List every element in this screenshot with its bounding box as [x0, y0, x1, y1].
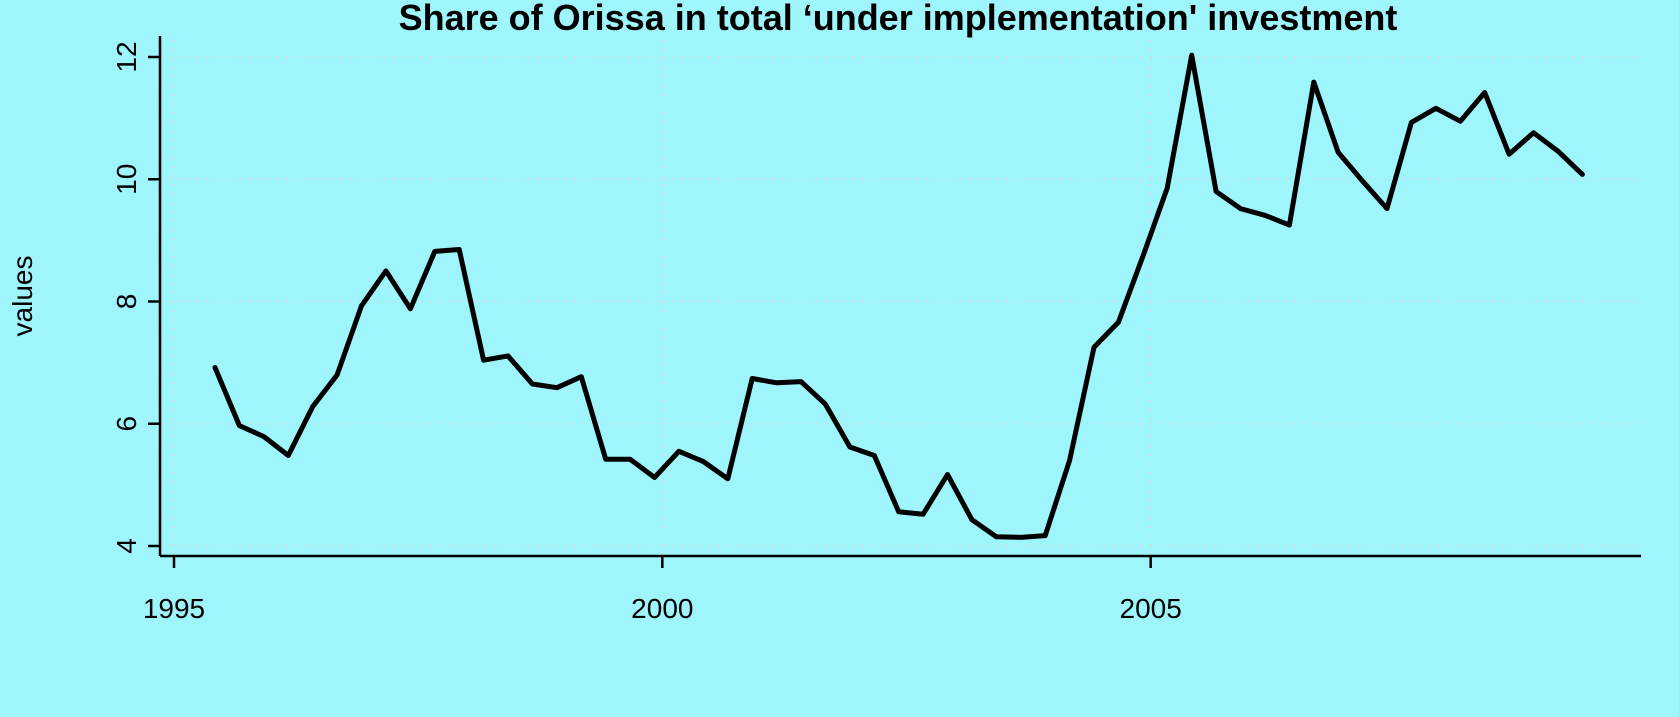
series-layer: [212, 52, 1585, 540]
y-tick-label-4: 12: [111, 41, 142, 72]
y-tick-label-0: 4: [111, 538, 142, 554]
y-tick-label-3: 10: [111, 164, 142, 195]
axes: 4 6 8 10 12 1995 2000 2005: [111, 36, 1641, 624]
x-tick-label-0: 1995: [143, 593, 205, 624]
x-tick-label-2: 2005: [1120, 593, 1182, 624]
chart-title: Share of Orissa in total ‘under implemen…: [399, 0, 1398, 38]
y-tick-label-2: 8: [111, 294, 142, 310]
series-line-0: [212, 52, 1585, 540]
y-tick-label-1: 6: [111, 416, 142, 432]
x-tick-label-1: 2000: [631, 593, 693, 624]
y-axis-label: values: [7, 256, 38, 337]
